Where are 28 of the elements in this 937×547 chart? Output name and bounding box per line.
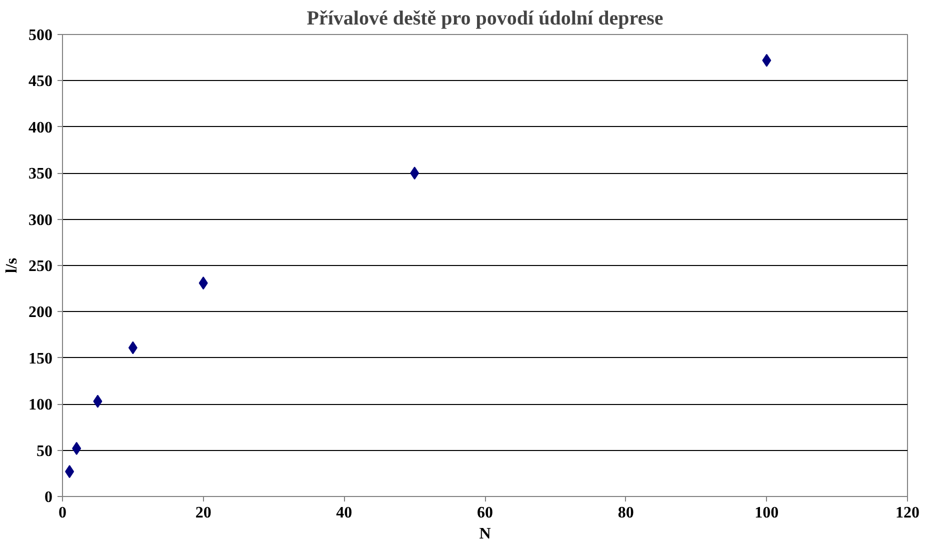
point	[198, 276, 208, 290]
y-tick-label: 150	[28, 350, 52, 368]
y-tick-label: 50	[36, 442, 52, 460]
x-tick-label: 80	[618, 504, 634, 522]
x-tick-label: 20	[195, 504, 212, 522]
point	[72, 442, 82, 455]
y-tick-label: 250	[28, 258, 52, 275]
point	[128, 341, 138, 354]
x-axis-title: N	[479, 526, 492, 542]
x-tick-label: 0	[58, 504, 66, 522]
point	[65, 465, 74, 478]
y-tick-label: 500	[28, 27, 52, 44]
point	[410, 166, 420, 180]
y-tick-label: 100	[28, 396, 52, 414]
y-axis-title: l/s	[4, 258, 20, 274]
y-tick-label: 0	[44, 489, 52, 506]
x-tick-label: 120	[896, 504, 920, 522]
y-tick-label: 300	[28, 212, 52, 229]
y-tick-label: 200	[28, 304, 52, 322]
y-tick-label: 450	[28, 73, 52, 90]
x-tick-label: 40	[336, 504, 352, 522]
x-tick-label: 60	[477, 504, 493, 522]
y-tick-label: 400	[28, 119, 52, 136]
y-tick-label: 350	[28, 166, 52, 183]
point	[93, 394, 102, 408]
x-tick-label: 100	[754, 504, 779, 522]
point	[762, 54, 772, 67]
chart-title: Přívalové deště pro povodí údolní deprese	[306, 8, 664, 30]
